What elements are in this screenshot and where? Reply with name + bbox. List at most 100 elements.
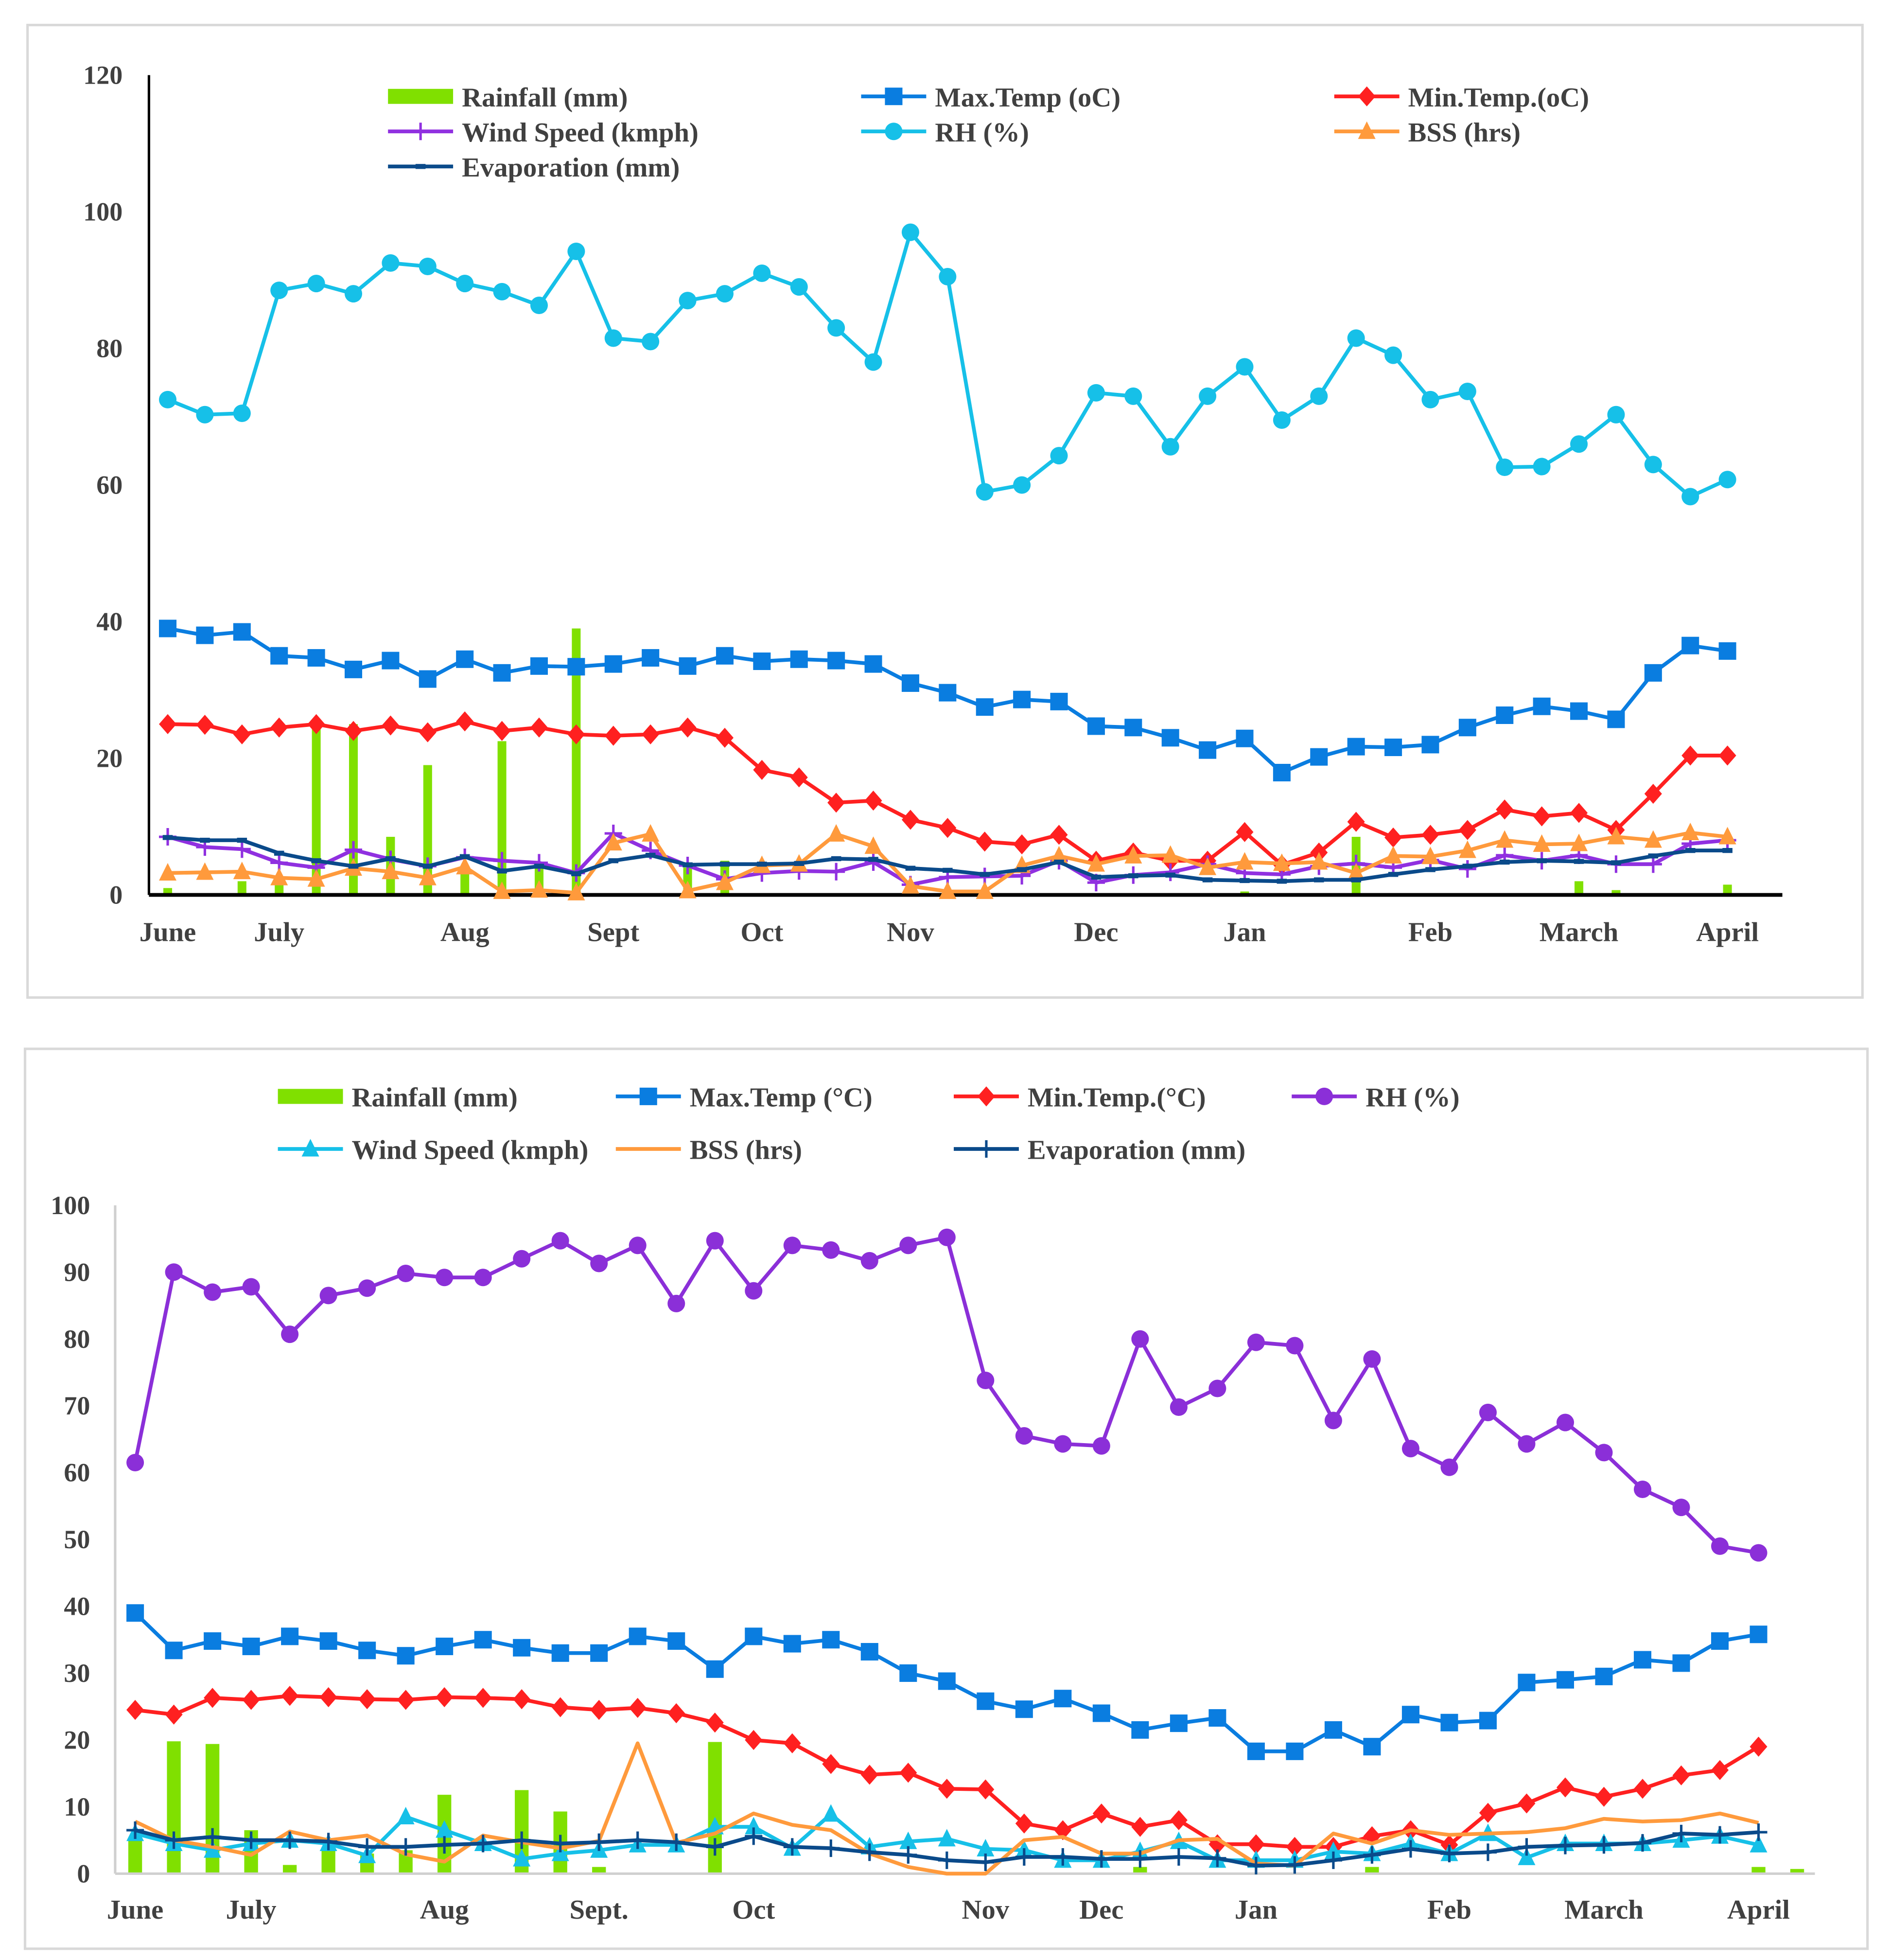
max-temp-c-point: [358, 1642, 376, 1660]
y-tick-label: 120: [83, 61, 122, 90]
max-temp-oc-point: [382, 652, 400, 670]
rh-point: [344, 285, 363, 303]
rh-point: [1208, 1379, 1226, 1397]
min-temp-c-point: [706, 1713, 724, 1733]
max-temp-oc-point: [716, 647, 734, 665]
x-tick-label: June: [140, 918, 196, 948]
bss-hrs-point: [1347, 863, 1365, 881]
rh-point: [1518, 1435, 1536, 1453]
legend-item: Evaporation (mm): [388, 153, 680, 183]
rh-point: [976, 483, 994, 501]
min-temp-oc-point: [456, 711, 474, 732]
evaporation-mm-point: [1440, 1845, 1458, 1863]
max-temp-c-point: [783, 1635, 801, 1653]
rh-point: [397, 1265, 415, 1283]
bss-hrs-point: [1718, 827, 1736, 845]
max-temp-oc-point: [1384, 738, 1402, 757]
x-tick-label: Nov: [962, 1895, 1010, 1925]
max-temp-oc-point: [1607, 710, 1625, 728]
evaporation-mm-point: [1313, 877, 1324, 883]
x-tick-label: Feb: [1408, 918, 1452, 948]
rh-point: [629, 1236, 647, 1254]
rh-point: [1681, 488, 1699, 506]
legend-item: Max.Temp (°C): [615, 1082, 873, 1112]
min-temp-oc-point: [307, 714, 325, 734]
rh-point: [513, 1250, 531, 1268]
max-temp-c-point: [1324, 1721, 1342, 1739]
min-temp-oc-point: [679, 717, 697, 738]
x-tick-label: March: [1540, 918, 1619, 948]
x-tick-label: March: [1564, 1895, 1644, 1925]
legend-marker-icon: [885, 88, 903, 106]
rh-point: [642, 333, 660, 351]
wind-speed-kmph-point: [493, 852, 511, 870]
min-temp-c-point: [783, 1733, 801, 1753]
min-temp-c-point: [745, 1730, 763, 1750]
min-temp-oc-point: [1236, 822, 1254, 842]
y-tick-label: 100: [51, 1191, 90, 1220]
rainfall-bar: [128, 1840, 142, 1874]
x-tick-label: July: [254, 918, 304, 948]
evaporation-mm-point: [1750, 1823, 1768, 1841]
evaporation-mm-point: [126, 1821, 144, 1839]
rainfall-bar: [1133, 1867, 1147, 1874]
evaporation-mm-point: [319, 1833, 337, 1851]
evaporation-mm-point: [757, 862, 767, 867]
bss-hrs-point: [1496, 830, 1514, 848]
min-temp-oc-point: [493, 721, 511, 741]
rh-point: [233, 404, 251, 423]
max-temp-c-point: [629, 1627, 647, 1645]
legend-marker-icon: [977, 1086, 995, 1107]
chart-1: 0 20 40 60 80 100 120 June July Aug Sept Oct Nov Dec J…: [26, 23, 1864, 999]
min-temp-c-point: [899, 1763, 917, 1783]
bss-hrs-point: [567, 883, 585, 901]
y-tick-label: 40: [64, 1592, 90, 1621]
min-temp-oc-point: [976, 831, 994, 852]
bss-hrs-point: [976, 881, 994, 899]
legend-item: Wind Speed (kmph): [278, 1135, 588, 1165]
min-temp-c-point: [1131, 1817, 1149, 1837]
legend: Rainfall (mm) Max.Temp (oC) Min.Temp.(oC) W…: [388, 83, 1589, 183]
rh-point: [827, 319, 845, 337]
rh-point: [864, 353, 882, 371]
rh-point: [204, 1283, 222, 1301]
rh-point: [1236, 358, 1254, 376]
min-temp-oc-point: [864, 790, 882, 811]
x-tick-label: Aug: [420, 1895, 469, 1925]
wind-speed-kmph-point: [344, 841, 363, 859]
rh-point: [382, 254, 400, 272]
min-temp-c-point: [1518, 1793, 1536, 1814]
rainfall-bar: [1790, 1869, 1804, 1874]
evaporation-mm-point: [1672, 1824, 1690, 1842]
legend-marker-icon: [412, 123, 430, 141]
max-temp-c-point: [436, 1638, 454, 1656]
evaporation-mm-point: [1324, 1851, 1342, 1869]
rh-point: [790, 278, 808, 296]
legend-marker-icon: [1358, 121, 1376, 139]
max-temp-c-point: [319, 1632, 337, 1650]
rh-point: [1199, 387, 1217, 405]
evaporation-mm-point: [1388, 872, 1399, 877]
min-temp-oc-point: [1013, 834, 1031, 855]
evaporation-mm-point: [348, 864, 359, 869]
min-temp-oc-point: [1718, 745, 1736, 766]
rainfall-bar: [1611, 890, 1621, 895]
evaporation-mm-point: [1425, 867, 1435, 872]
max-temp-oc-point: [827, 652, 845, 670]
legend-marker-icon: [977, 1140, 995, 1158]
evaporation-mm-point: [497, 868, 507, 874]
evaporation-mm-point: [1091, 874, 1102, 880]
rh-point: [1054, 1435, 1072, 1453]
rainfall-bar: [1723, 884, 1732, 895]
evaporation-mm-point: [1054, 859, 1064, 865]
rh-point: [1401, 1440, 1419, 1458]
min-temp-c-point: [667, 1703, 685, 1724]
legend-marker-icon: [415, 164, 426, 169]
bss-hrs-point: [493, 881, 511, 899]
max-temp-oc-point: [976, 698, 994, 716]
evaporation-mm-point: [1595, 1836, 1613, 1854]
wind-speed-kmph-point: [827, 863, 845, 881]
legend-label: Evaporation (mm): [1028, 1135, 1245, 1165]
x-tick-label: July: [226, 1895, 277, 1925]
legend-label: Evaporation (mm): [462, 153, 680, 183]
